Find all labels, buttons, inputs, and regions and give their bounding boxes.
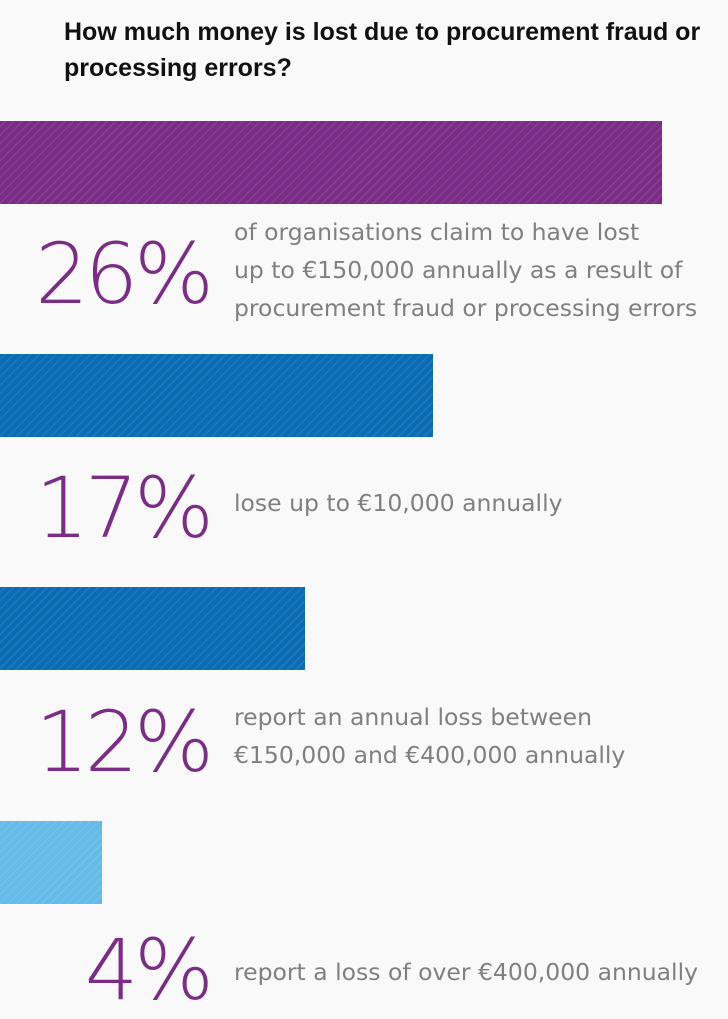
category-label: lose up to €10,000 annually: [234, 489, 563, 517]
bar: [0, 587, 305, 670]
value-label: 26%: [35, 225, 214, 323]
value-label: 4%: [84, 921, 214, 1019]
category-label: of organisations claim to have lost up t…: [234, 218, 698, 322]
category-label: report an annual loss between €150,000 a…: [234, 703, 626, 769]
bar: [0, 354, 433, 437]
value-label: 17%: [35, 459, 214, 557]
chart-title: How much money is lost due to procuremen…: [64, 18, 701, 82]
category-label: report a loss of over €400,000 annually: [234, 958, 699, 986]
bar: [0, 821, 102, 904]
bar: [0, 121, 662, 204]
value-label: 12%: [35, 693, 214, 791]
